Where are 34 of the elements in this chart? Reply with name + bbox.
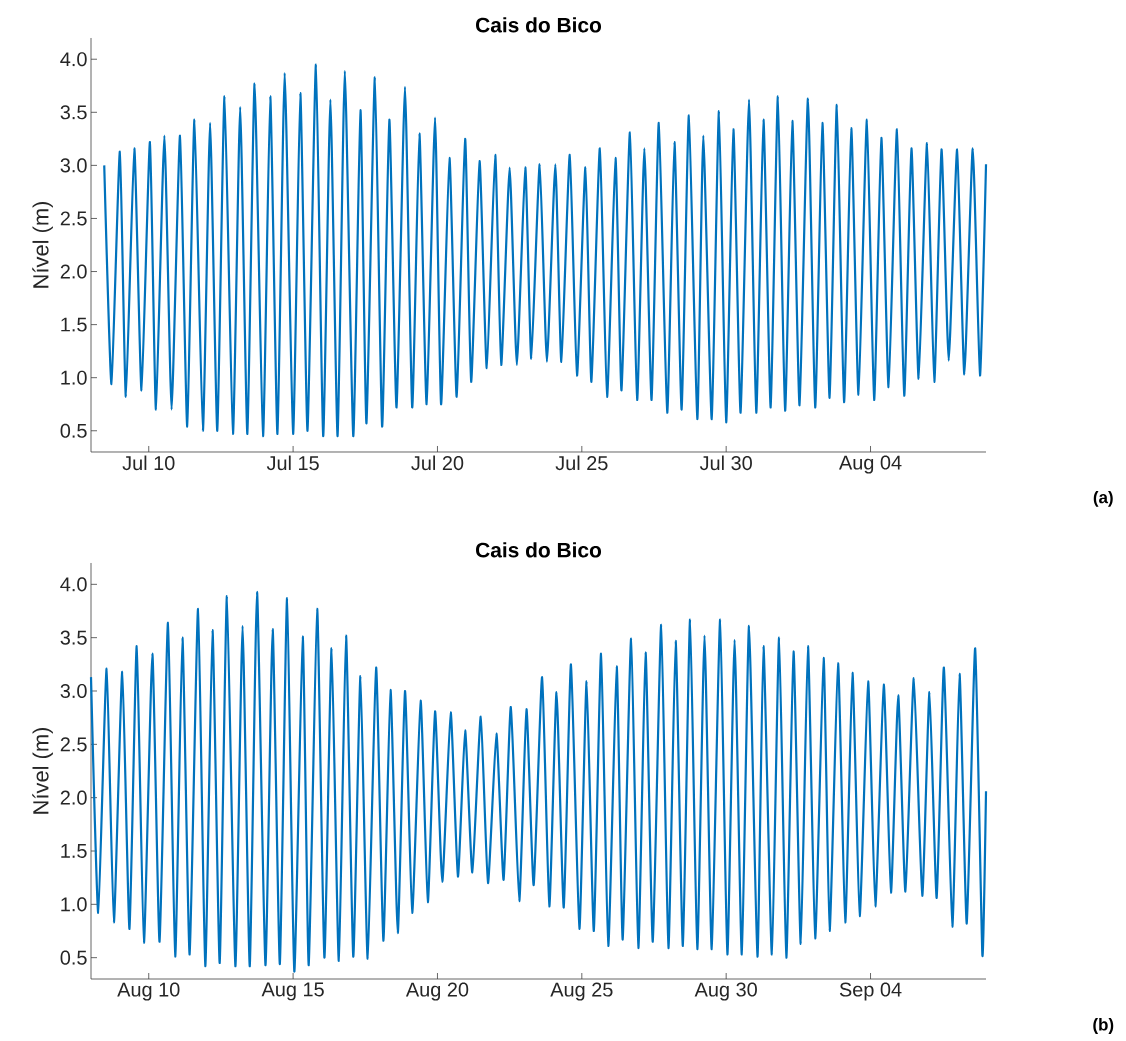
x-tick-label: Jul 10 bbox=[122, 455, 175, 471]
chart-title: Cais do Bico bbox=[476, 542, 602, 558]
x-tick-label: Aug 10 bbox=[117, 982, 180, 1001]
y-tick-label: 1.0 bbox=[61, 370, 87, 385]
y-tick-label: 1.0 bbox=[61, 897, 87, 912]
chart-title: Cais do Bico bbox=[476, 17, 602, 33]
x-tick-label: Aug 25 bbox=[550, 982, 613, 1001]
x-tick-label: Sep 04 bbox=[839, 982, 902, 1001]
x-tick-label: Aug 20 bbox=[405, 982, 469, 1001]
x-tick-label: Aug 30 bbox=[694, 982, 757, 1001]
y-tick-label: 1.5 bbox=[61, 317, 87, 332]
text: (b) bbox=[1093, 1018, 1114, 1034]
y-tick-label: 2.5 bbox=[60, 737, 87, 752]
y-tick-label: 2.0 bbox=[60, 264, 87, 279]
x-tick-label: Jul 20 bbox=[411, 455, 464, 471]
x-tick-label: Jul 30 bbox=[699, 455, 752, 471]
text: (a) bbox=[1093, 490, 1113, 507]
y-tick-label: 0.5 bbox=[60, 950, 87, 965]
x-tick-label: Jul 15 bbox=[266, 455, 319, 471]
y-tick-label: 2.0 bbox=[60, 790, 87, 805]
y-tick-label: 4.0 bbox=[60, 52, 87, 67]
y-tick-label: 3.5 bbox=[60, 105, 87, 120]
y-tick-label: 3.5 bbox=[60, 630, 87, 645]
x-tick-label: Aug 04 bbox=[838, 455, 902, 474]
x-tick-label: Jul 25 bbox=[555, 455, 608, 471]
y-tick-label: 3.0 bbox=[60, 158, 87, 173]
x-tick-label: Aug 15 bbox=[261, 982, 324, 1001]
y-tick-label: 4.0 bbox=[60, 577, 87, 592]
y-tick-label: 1.5 bbox=[61, 844, 87, 858]
y-axis-title: Nível (m) bbox=[32, 201, 53, 288]
y-tick-label: 0.5 bbox=[60, 423, 87, 438]
y-axis-title: Nível (m) bbox=[32, 727, 53, 814]
y-tick-label: 3.0 bbox=[60, 683, 87, 699]
y-tick-label: 2.5 bbox=[60, 211, 87, 226]
